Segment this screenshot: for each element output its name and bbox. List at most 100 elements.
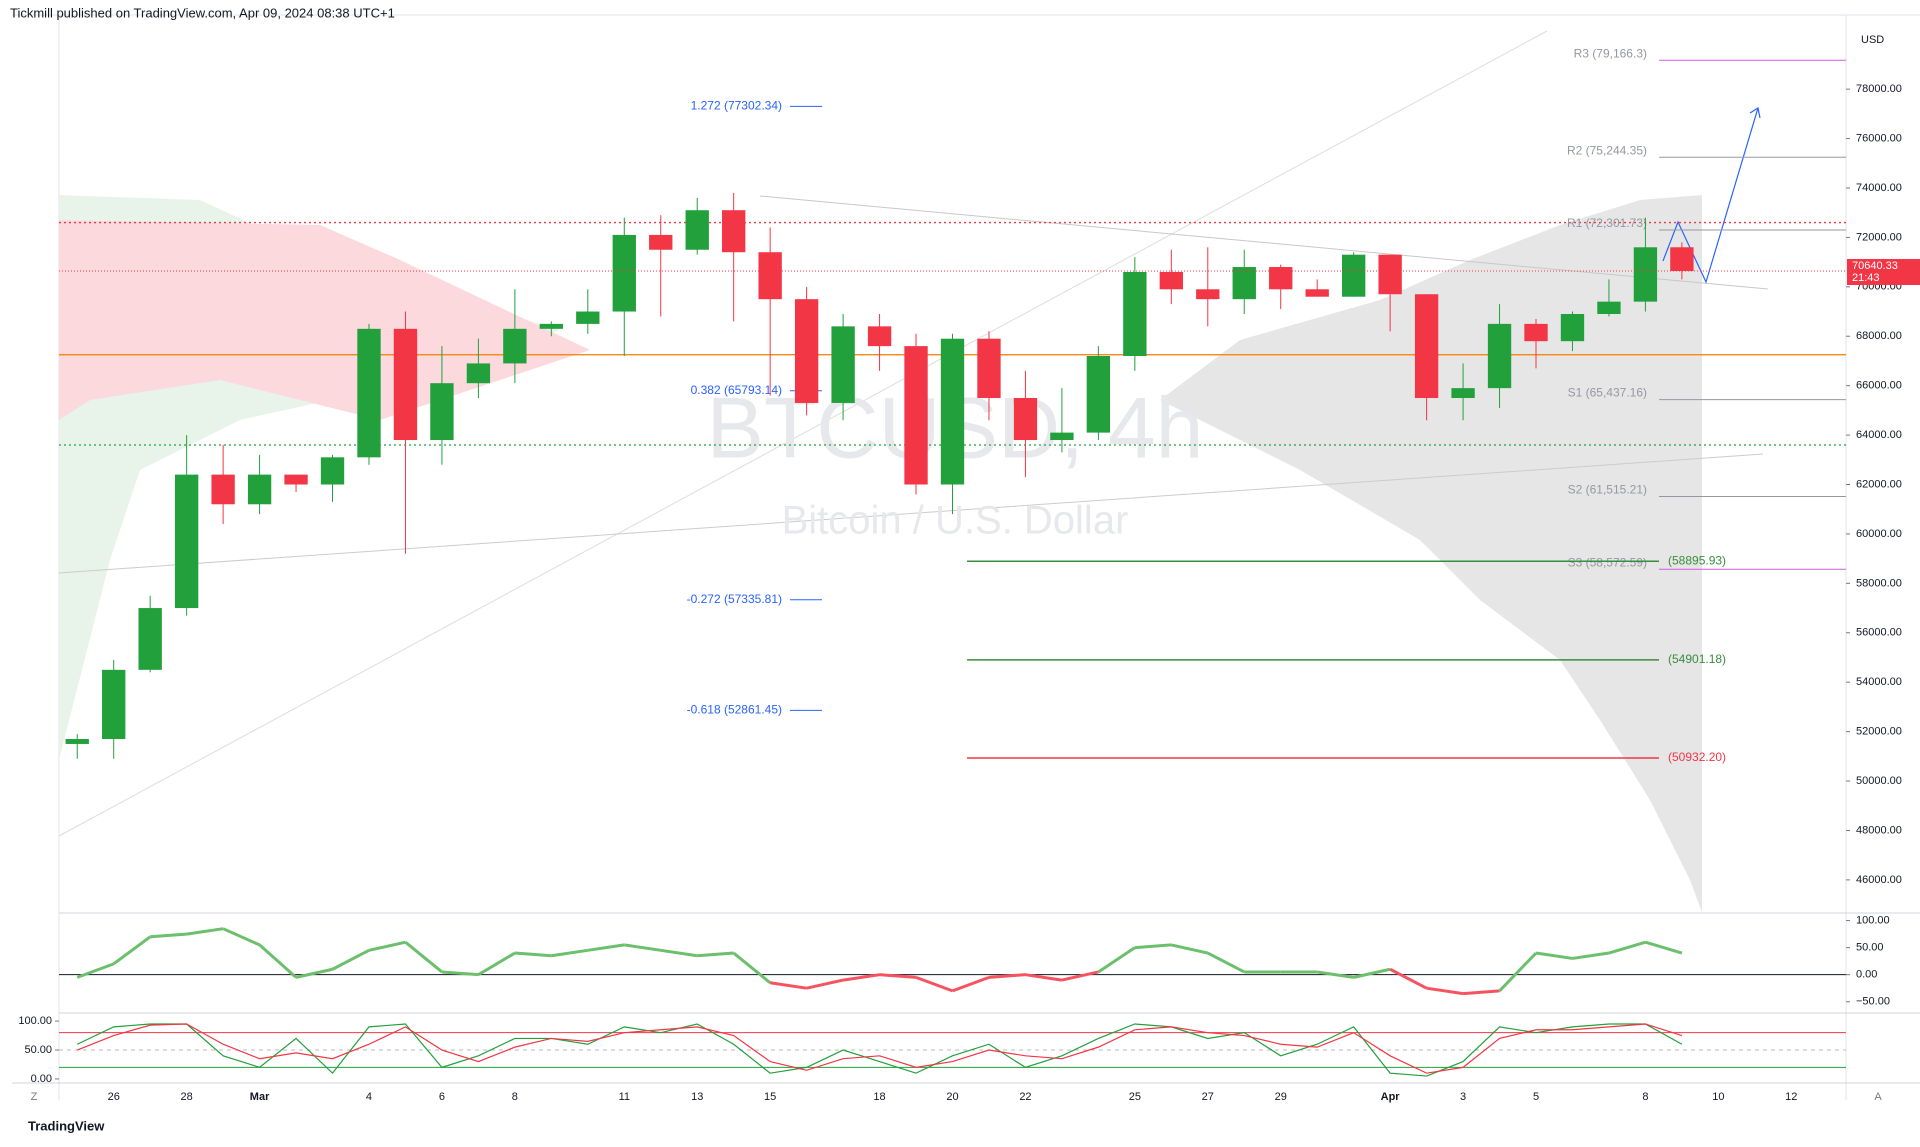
oscillator-segment <box>806 978 844 990</box>
oscillator-segment <box>769 981 807 990</box>
y-tick-label: 60000.00 <box>1856 528 1902 540</box>
button[interactable]: A <box>1874 1091 1882 1103</box>
candle-body <box>1451 388 1475 399</box>
x-tick-label: 26 <box>108 1091 120 1103</box>
x-tick-label: Mar <box>250 1091 270 1103</box>
fib-label: 0.382 (65793.14) <box>691 383 782 397</box>
oscillator-segment <box>331 948 370 971</box>
candle-body <box>393 328 418 441</box>
pivot-label: R2 (75,244.35) <box>1567 143 1647 157</box>
candle-body <box>284 474 308 485</box>
candle-body <box>1086 356 1111 433</box>
candle-body <box>1378 254 1402 295</box>
oscillator-segment <box>660 948 698 958</box>
oscillator-segment <box>404 941 443 974</box>
y-tick-label: 64000.00 <box>1856 429 1902 441</box>
stoch-line <box>76 1023 1683 1077</box>
candle-body <box>1123 271 1147 357</box>
fib-label: -0.618 (52861.45) <box>687 702 782 716</box>
candle-body <box>612 234 636 312</box>
oscillator-segment <box>477 951 516 976</box>
oscillator-segment <box>150 932 187 939</box>
currency: USD <box>1861 34 1884 46</box>
stoch-line <box>77 1023 1683 1074</box>
oscillator-segment <box>441 970 479 977</box>
candle-body <box>1013 398 1038 441</box>
candle-body <box>138 608 162 670</box>
oscillator-segment <box>1025 973 1063 982</box>
oscillator-segment <box>951 975 990 993</box>
x-tick-label: 8 <box>1642 1091 1648 1103</box>
y-tick-label: 0.00 <box>31 1073 52 1085</box>
button[interactable]: Z <box>31 1091 38 1103</box>
x-tick-label: 4 <box>366 1091 372 1103</box>
oscillator-segment <box>1498 951 1538 992</box>
oscillator-segment <box>1644 940 1683 955</box>
candle-body <box>102 669 126 740</box>
oscillator-segment <box>112 935 152 966</box>
oscillator-segment <box>1097 946 1136 974</box>
pivot-label: S2 (61,515.21) <box>1568 483 1647 497</box>
y-tick-label: 50.00 <box>1856 942 1884 954</box>
oscillator-segment <box>76 962 115 979</box>
candle-body <box>867 326 892 347</box>
candle-body <box>1269 267 1293 290</box>
y-tick-label: 74000.00 <box>1856 182 1902 194</box>
oscillator-segment <box>879 973 917 979</box>
oscillator-segment <box>988 973 1026 979</box>
candle-body <box>320 457 345 485</box>
oscillator-segment <box>1535 951 1573 960</box>
y-tick-label: 50000.00 <box>1856 775 1902 787</box>
target-label: (50932.20) <box>1668 750 1726 764</box>
pivot-label: S1 (65,437.16) <box>1568 386 1647 400</box>
x-tick-label: 27 <box>1202 1091 1214 1103</box>
oscillator-segment <box>1572 951 1610 960</box>
candle-body <box>1050 432 1074 441</box>
x-tick-label: 10 <box>1712 1091 1724 1103</box>
candle-body <box>831 326 855 403</box>
oscillator-segment <box>732 951 772 984</box>
last-price-label: 70640.33 <box>1852 260 1898 272</box>
trend-line <box>759 195 1769 290</box>
candle-body <box>65 739 89 744</box>
candle-body <box>430 383 454 441</box>
oscillator-segment <box>915 975 954 993</box>
brand: TradingView <box>28 1118 105 1133</box>
candle-body <box>1232 267 1256 300</box>
oscillator-segment <box>551 948 589 958</box>
pivot-label: R1 (72,301.73) <box>1567 216 1647 230</box>
candle-body <box>357 328 381 458</box>
publisher: Tickmill published on TradingView.com, A… <box>10 5 395 20</box>
x-tick-label: 22 <box>1019 1091 1031 1103</box>
y-tick-label: 62000.00 <box>1856 478 1902 490</box>
x-tick-label: 11 <box>619 1091 630 1103</box>
oscillator-segment <box>258 943 298 979</box>
y-tick-label: 54000.00 <box>1856 676 1902 688</box>
oscillator-segment <box>1061 970 1099 982</box>
candle-body <box>1597 301 1621 314</box>
candle-body <box>1487 323 1512 389</box>
x-tick-label: 6 <box>439 1091 445 1103</box>
pivot-label: S3 (58,572.59) <box>1568 555 1647 569</box>
y-tick-label: 46000.00 <box>1856 874 1902 886</box>
x-tick-label: 13 <box>691 1091 703 1103</box>
oscillator-segment <box>222 927 261 947</box>
oscillator-segment <box>1316 970 1354 979</box>
oscillator-segment <box>295 967 333 979</box>
oscillator-segment <box>514 951 552 958</box>
countdown: 21:43 <box>1852 272 1880 284</box>
x-tick-label: 18 <box>873 1091 885 1103</box>
candle-body <box>247 474 272 505</box>
y-tick-label: 66000.00 <box>1856 380 1902 392</box>
x-tick-label: 5 <box>1533 1091 1539 1103</box>
pivot-label: R3 (79,166.3) <box>1574 46 1647 60</box>
trend-line <box>58 453 1764 574</box>
y-tick-label: 52000.00 <box>1856 726 1902 738</box>
y-tick-label: 68000.00 <box>1856 330 1902 342</box>
oscillator-segment <box>1207 951 1245 974</box>
x-tick-label: 28 <box>181 1091 193 1103</box>
oscillator-segment <box>697 951 734 958</box>
candle-body <box>1196 289 1220 300</box>
volume-profile-left <box>59 220 590 420</box>
